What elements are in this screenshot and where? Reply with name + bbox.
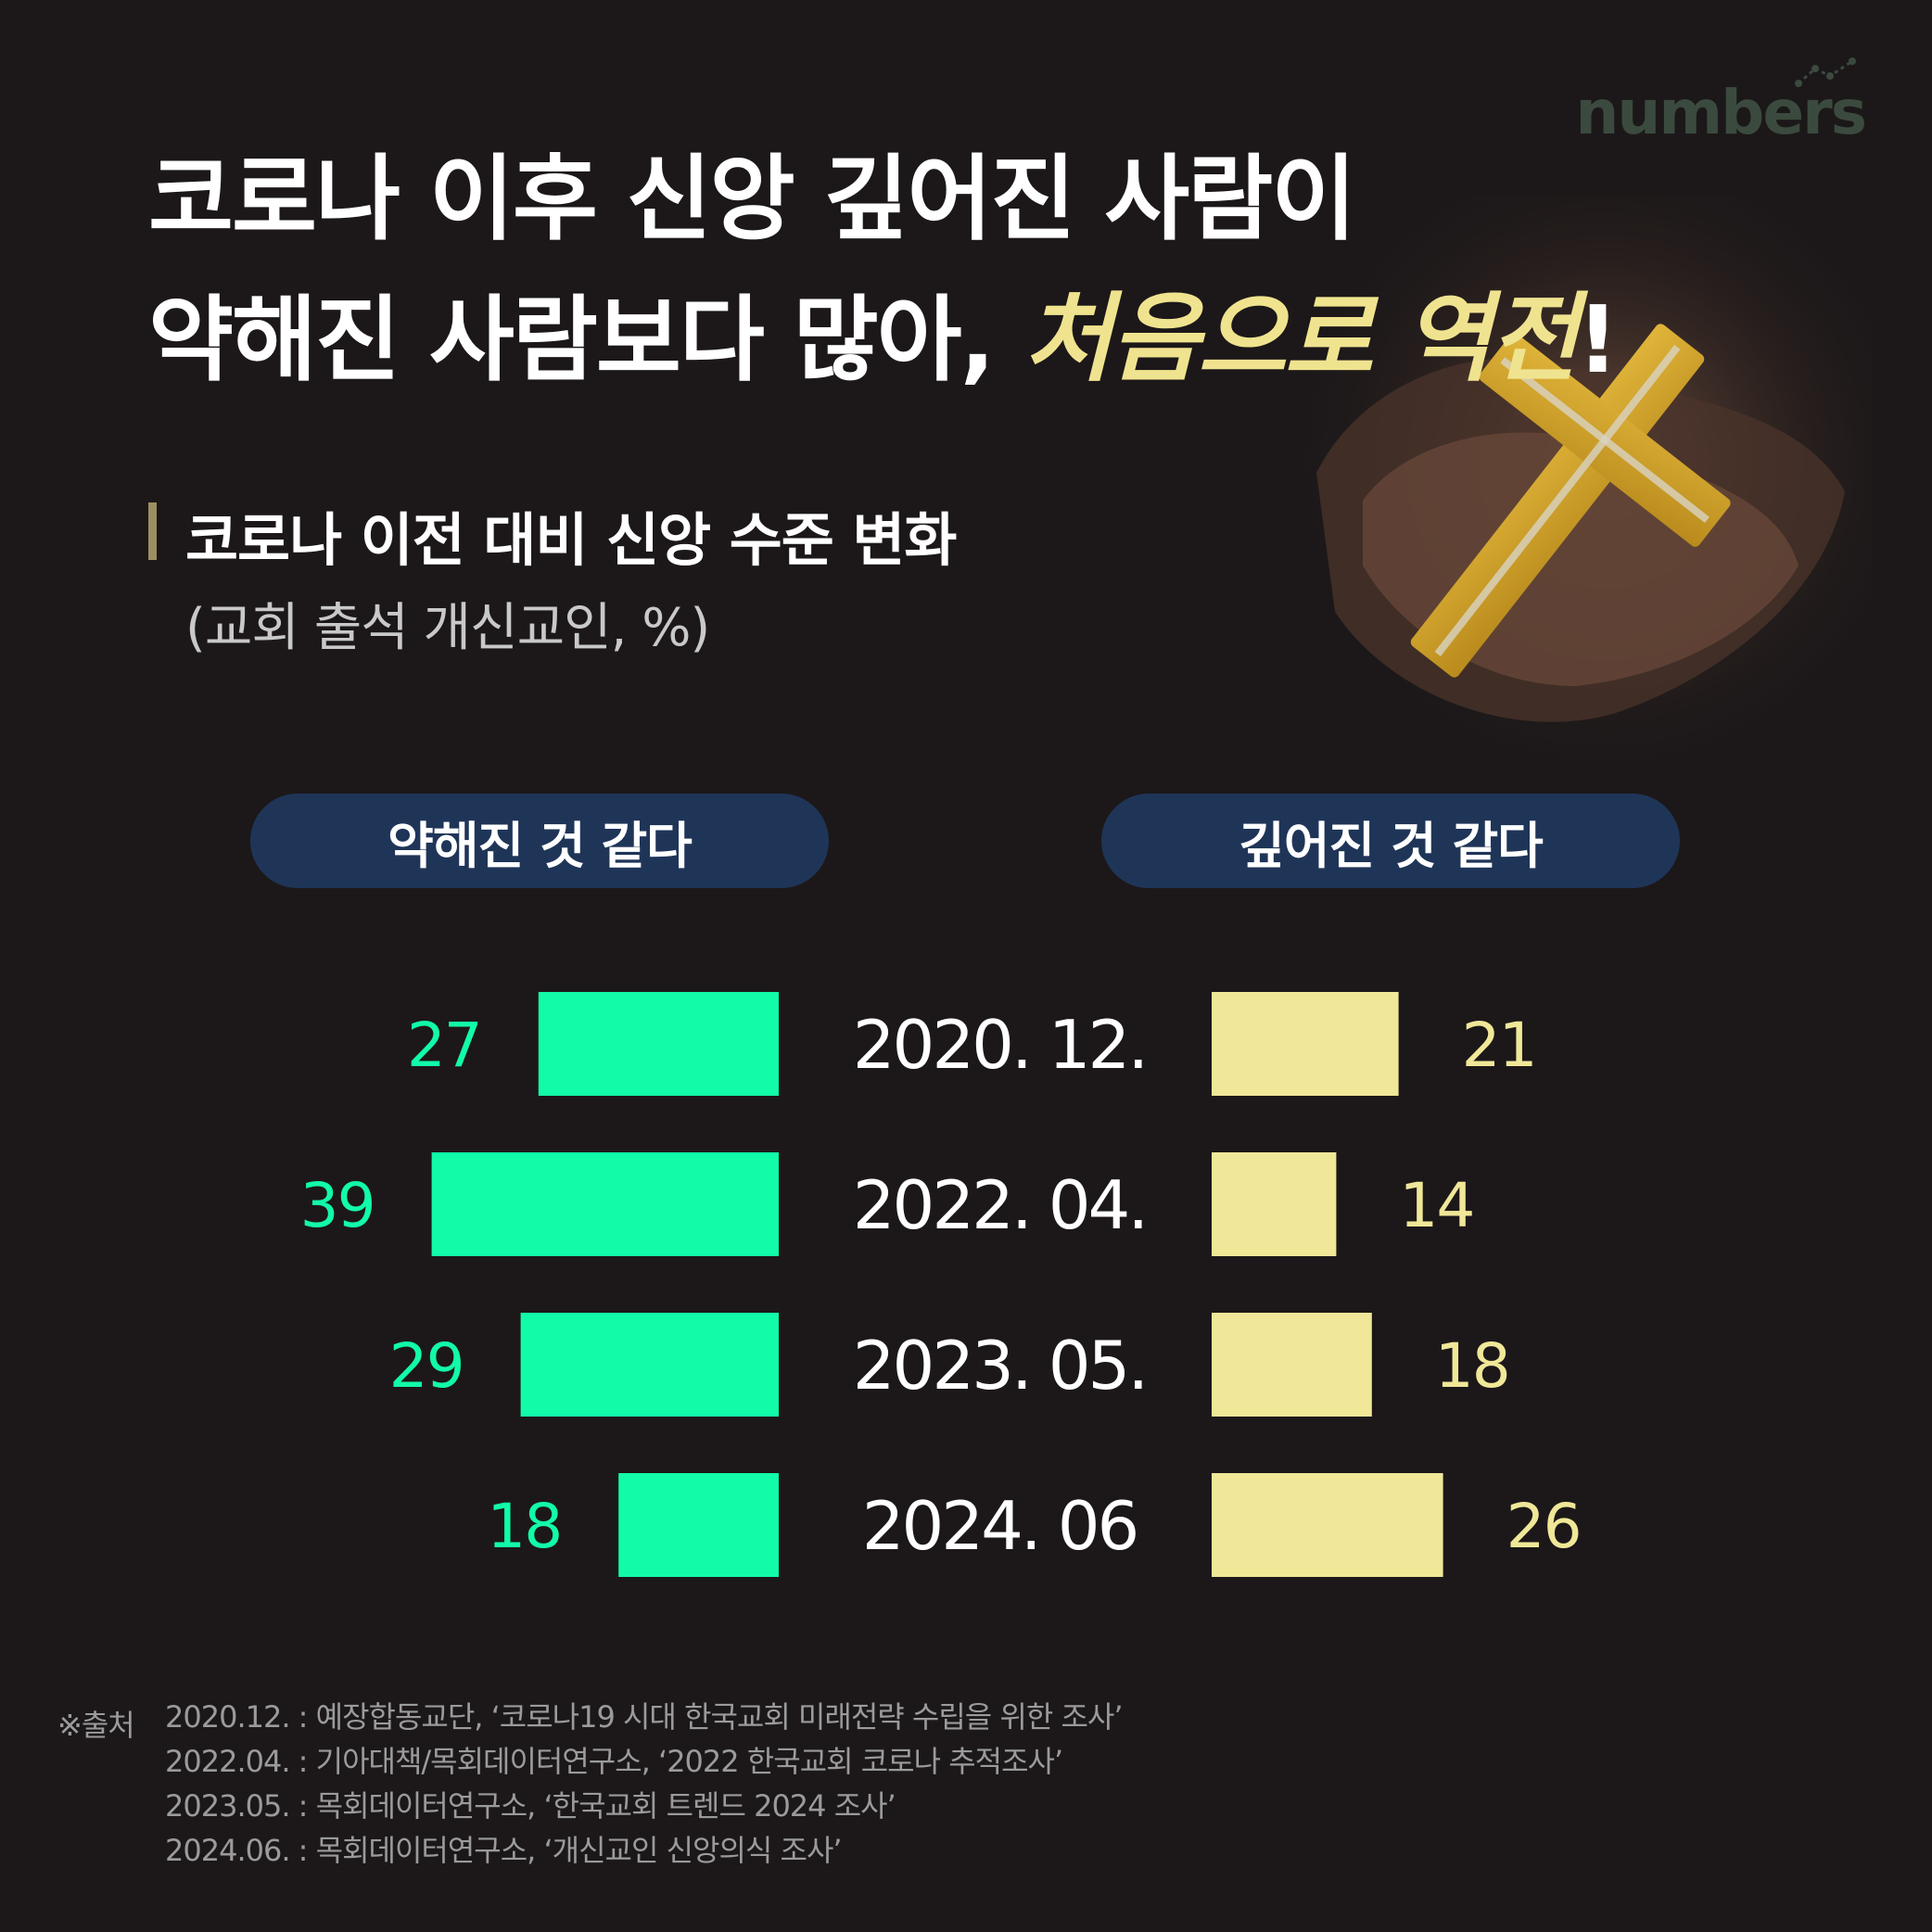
headline-line-2-prefix: 약해진 사람보다 많아, — [148, 286, 996, 394]
legend-deepened: 깊어진 것 같다 — [1101, 794, 1680, 888]
bar-weakened — [520, 1313, 779, 1417]
source-line: 2023.05. : 목회데이터연구소, ‘한국교회 트렌드 2024 조사’ — [165, 1788, 896, 1824]
headline-line-2-suffix: ! — [1576, 286, 1620, 394]
legend-weakened: 약해진 것 같다 — [250, 794, 829, 888]
bar-weakened — [538, 992, 779, 1096]
value-label-deepened: 21 — [1462, 1010, 1536, 1081]
bar-weakened — [431, 1152, 779, 1256]
bar-deepened — [1212, 1473, 1443, 1577]
value-label-weakened: 18 — [487, 1491, 561, 1562]
source-line: 2022.04. : 기아대책/목회데이터연구소, ‘2022 한국교회 코로나… — [165, 1744, 1063, 1779]
category-label: 2023. 05. — [853, 1327, 1147, 1405]
chart-spark-icon — [1795, 57, 1856, 87]
category-label: 2020. 12. — [853, 1006, 1147, 1084]
bar-weakened — [618, 1473, 779, 1577]
headline-line-1: 코로나 이후 신앙 깊어진 사람이 — [148, 145, 1356, 253]
subtitle-accent-bar — [148, 502, 157, 560]
category-label: 2024. 06 — [862, 1487, 1138, 1565]
chart-subtitle: 코로나 이전 대비 신앙 수준 변화 — [185, 506, 957, 574]
hands-holding-cross-image — [1279, 195, 1873, 788]
numbers-logo: numbers — [1575, 56, 1867, 148]
headline-accent: 처음으로 역전 — [1023, 281, 1578, 395]
value-label-weakened: 29 — [389, 1330, 464, 1402]
value-label-deepened: 26 — [1506, 1491, 1581, 1562]
logo-wordmark: numbers — [1575, 77, 1867, 148]
value-label-weakened: 27 — [407, 1010, 481, 1081]
unit-note: (교회 출석 개신교인, %) — [185, 598, 710, 658]
value-label-deepened: 14 — [1399, 1170, 1473, 1241]
value-label-weakened: 39 — [300, 1170, 375, 1241]
bar-deepened — [1212, 992, 1399, 1096]
source-line: 2024.06. : 목회데이터연구소, ‘개신교인 신앙의식 조사’ — [165, 1833, 843, 1868]
sources-heading: ※출처 — [57, 1708, 135, 1743]
value-label-deepened: 18 — [1435, 1330, 1509, 1402]
bar-deepened — [1212, 1152, 1337, 1256]
category-label: 2022. 04. — [853, 1166, 1147, 1244]
bar-deepened — [1212, 1313, 1372, 1417]
source-line: 2020.12. : 예장합동교단, ‘코로나19 시대 한국교회 미래전략 수… — [165, 1699, 1124, 1735]
headline-line-2: 약해진 사람보다 많아, 처음으로 역전! — [148, 269, 1619, 410]
headline: 코로나 이후 신앙 깊어진 사람이 약해진 사람보다 많아, 처음으로 역전! — [148, 130, 1619, 410]
